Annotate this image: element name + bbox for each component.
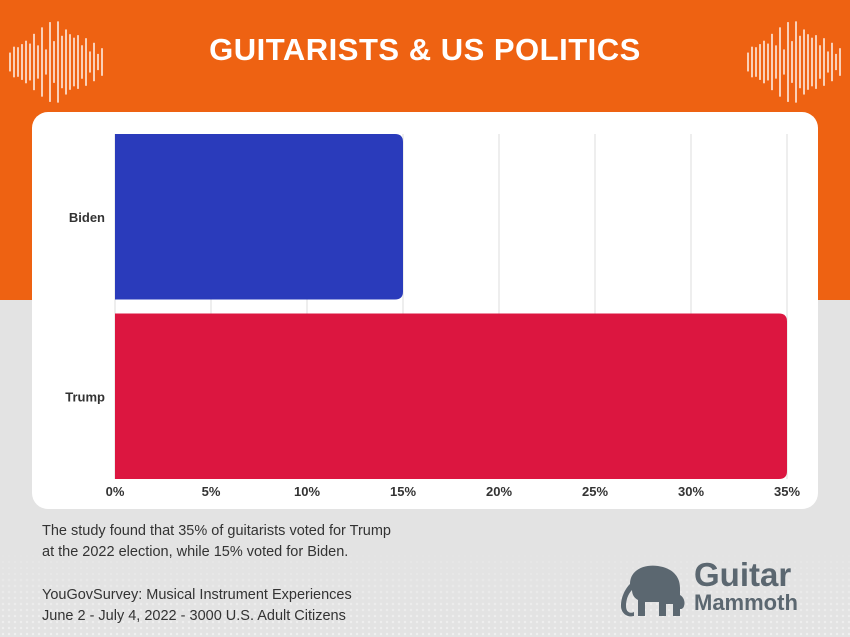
guitar-mammoth-logo: Guitar Mammoth (620, 558, 830, 622)
source-line: June 2 - July 4, 2022 - 3000 U.S. Adult … (42, 608, 346, 624)
dot-pattern (0, 547, 850, 637)
logo-word-guitar: Guitar (694, 556, 792, 593)
x-tick-label: 20% (486, 484, 512, 499)
caption-line: at the 2022 election, while 15% voted fo… (42, 544, 349, 560)
x-tick-label: 25% (582, 484, 608, 499)
chart-card: 0% 5% 10% 15% 20% 25% 30% 35% Biden Trump (32, 112, 818, 509)
x-tick-label: 30% (678, 484, 704, 499)
source-line: YouGovSurvey: Musical Instrument Experie… (42, 587, 352, 603)
bar (115, 134, 403, 300)
sound-wave-icon (747, 21, 841, 103)
page-title: GUITARISTS & US POLITICS (209, 32, 641, 67)
category-label: Biden (69, 210, 105, 225)
mammoth-icon (621, 565, 685, 617)
caption-line: The study found that 35% of guitarists v… (42, 523, 391, 539)
category-label: Trump (65, 389, 105, 404)
bar-chart: 0% 5% 10% 15% 20% 25% 30% 35% Biden Trump (65, 134, 800, 499)
x-tick-label: 35% (774, 484, 800, 499)
sound-wave-icon (9, 21, 103, 103)
source-text: YouGovSurvey: Musical Instrument Experie… (42, 585, 352, 627)
caption-text: The study found that 35% of guitarists v… (42, 521, 391, 563)
x-tick-label: 10% (294, 484, 320, 499)
x-tick-label: 0% (106, 484, 125, 499)
logo-wordmark: Guitar Mammoth (694, 558, 798, 614)
x-tick-label: 15% (390, 484, 416, 499)
x-tick-label: 5% (202, 484, 221, 499)
bar (115, 313, 787, 479)
logo-word-mammoth: Mammoth (694, 590, 798, 615)
